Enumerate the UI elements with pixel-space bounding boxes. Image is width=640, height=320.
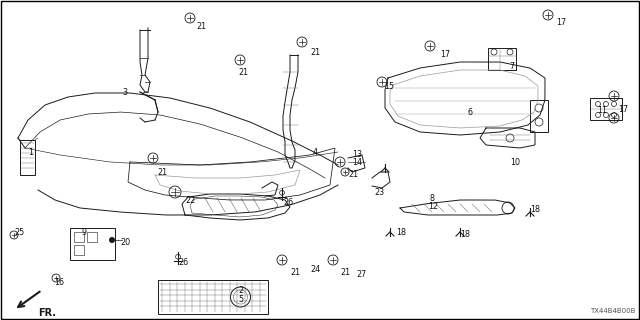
Bar [488, 48, 516, 70]
Text: 1: 1 [28, 148, 33, 157]
Text: 12: 12 [428, 202, 438, 211]
Text: 4: 4 [313, 148, 318, 157]
Text: 17: 17 [618, 105, 628, 114]
Text: 21: 21 [196, 22, 206, 31]
Text: 15: 15 [384, 82, 394, 91]
Text: 27: 27 [356, 270, 366, 279]
Text: 18: 18 [530, 205, 540, 214]
Text: 26: 26 [178, 258, 188, 267]
Text: 8: 8 [430, 194, 435, 203]
Text: 21: 21 [157, 168, 167, 177]
Text: 17: 17 [556, 18, 566, 27]
Text: 21: 21 [348, 170, 358, 179]
Text: 21: 21 [340, 268, 350, 277]
Bar [87, 232, 97, 242]
Text: 18: 18 [396, 228, 406, 237]
Text: 7: 7 [509, 62, 514, 71]
Text: 5: 5 [238, 295, 243, 304]
Text: FR.: FR. [38, 308, 56, 318]
Circle shape [109, 237, 115, 243]
Text: 17: 17 [440, 50, 450, 59]
Text: 18: 18 [460, 230, 470, 239]
Text: 2: 2 [238, 286, 243, 295]
Text: 11: 11 [597, 106, 607, 115]
Text: TX44B4B00B: TX44B4B00B [589, 308, 635, 314]
Text: 3: 3 [122, 88, 127, 97]
Bar [590, 98, 622, 120]
Text: 22: 22 [185, 196, 195, 205]
Text: 16: 16 [54, 278, 64, 287]
Text: 21: 21 [290, 268, 300, 277]
Bar [530, 100, 548, 132]
Text: 24: 24 [310, 265, 320, 274]
Text: 13: 13 [352, 150, 362, 159]
Text: 26: 26 [283, 198, 293, 207]
Text: 21: 21 [238, 68, 248, 77]
Text: 21: 21 [310, 48, 320, 57]
Text: 23: 23 [374, 188, 384, 197]
Bar [158, 280, 268, 314]
Text: 20: 20 [120, 238, 130, 247]
Text: 25: 25 [14, 228, 24, 237]
Text: 9: 9 [82, 228, 87, 237]
Bar [74, 232, 84, 242]
Text: 10: 10 [510, 158, 520, 167]
Bar [74, 245, 84, 255]
Text: 14: 14 [352, 158, 362, 167]
Bar [70, 228, 115, 260]
Text: 6: 6 [467, 108, 472, 117]
